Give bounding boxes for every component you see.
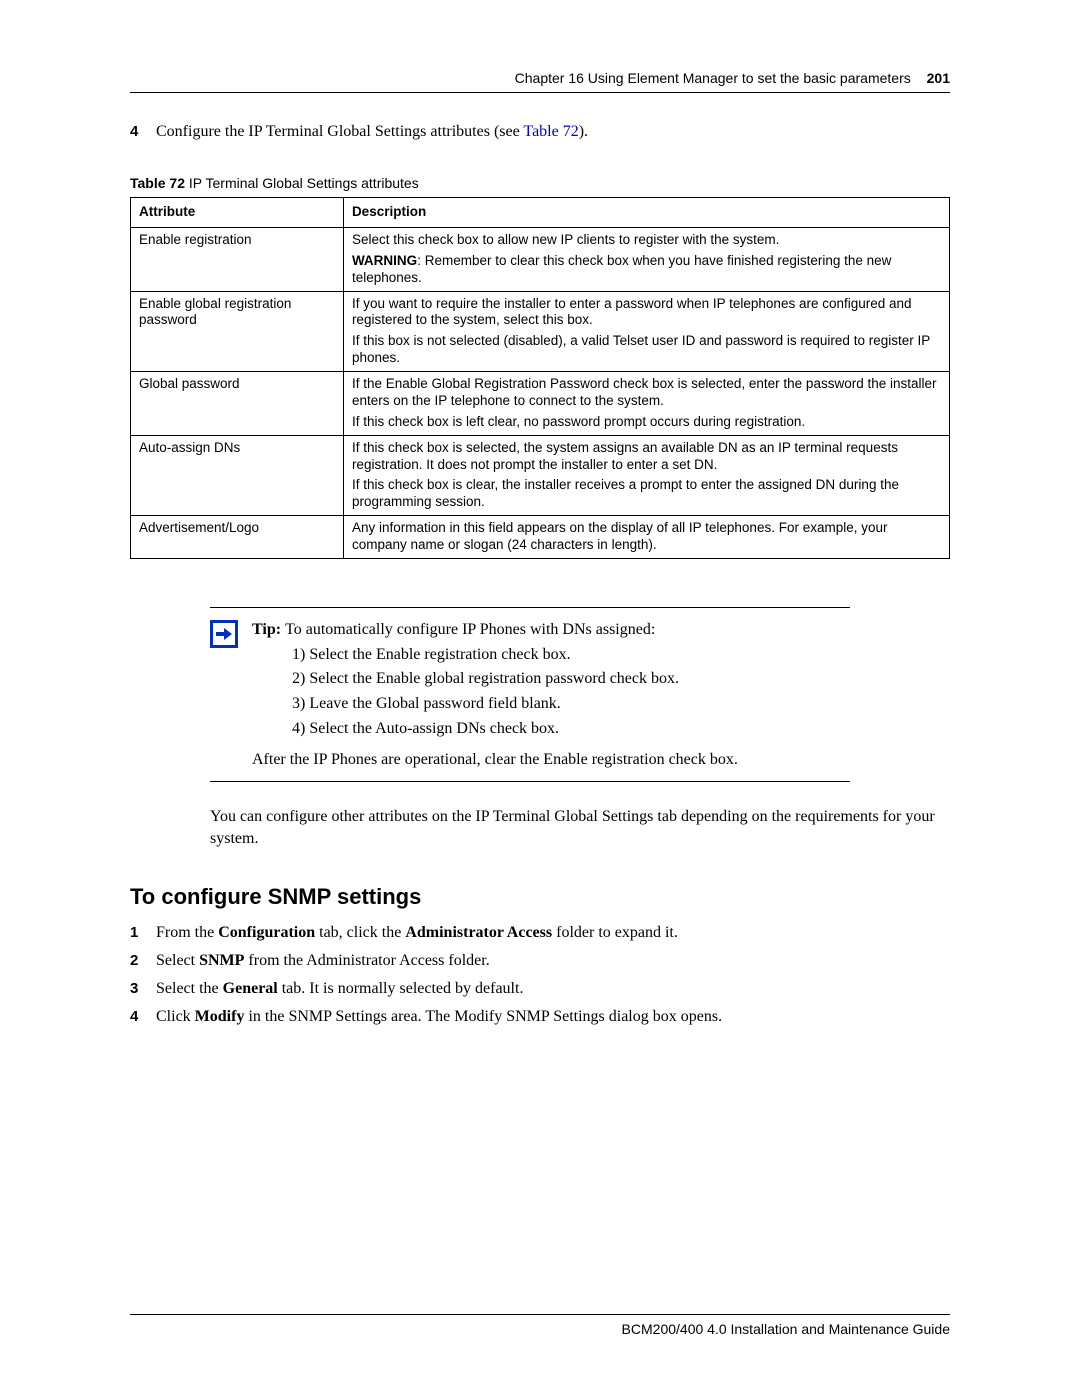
- step-text-suffix: ).: [579, 123, 588, 140]
- snmp-step: 4Click Modify in the SNMP Settings area.…: [130, 1008, 950, 1026]
- step-text: Configure the IP Terminal Global Setting…: [156, 123, 950, 141]
- cell-attribute: Global password: [131, 372, 344, 436]
- table-caption: Table 72 IP Terminal Global Settings att…: [130, 175, 950, 191]
- tip-text: Tip: To automatically configure IP Phone…: [252, 618, 738, 773]
- tip-step: 4) Select the Auto-assign DNs check box.: [252, 717, 738, 742]
- tip-box: Tip: To automatically configure IP Phone…: [210, 607, 850, 782]
- table-caption-rest: IP Terminal Global Settings attributes: [185, 175, 419, 191]
- cell-description: If the Enable Global Registration Passwo…: [343, 372, 949, 436]
- attributes-table: Attribute Description Enable registratio…: [130, 197, 950, 559]
- cell-description: If you want to require the installer to …: [343, 291, 949, 372]
- arrow-right-icon: [210, 620, 238, 648]
- step-text: Select SNMP from the Administrator Acces…: [156, 952, 950, 970]
- step-text: From the Configuration tab, click the Ad…: [156, 924, 950, 942]
- table-row: Global passwordIf the Enable Global Regi…: [131, 372, 950, 436]
- intro-step: 4 Configure the IP Terminal Global Setti…: [130, 123, 950, 141]
- tip-step: 1) Select the Enable registration check …: [252, 643, 738, 668]
- step-number: 4: [130, 123, 156, 141]
- step-text-prefix: Configure the IP Terminal Global Setting…: [156, 123, 523, 140]
- table-row: Enable global registration passwordIf yo…: [131, 291, 950, 372]
- step-number: 3: [130, 980, 156, 998]
- tip-step: 3) Leave the Global password field blank…: [252, 692, 738, 717]
- header-description: Description: [343, 198, 949, 228]
- cell-attribute: Enable registration: [131, 227, 344, 291]
- cell-description: Any information in this field appears on…: [343, 516, 949, 559]
- table-row: Advertisement/LogoAny information in thi…: [131, 516, 950, 559]
- footer-text: BCM200/400 4.0 Installation and Maintena…: [622, 1321, 950, 1337]
- step-text: Select the General tab. It is normally s…: [156, 980, 950, 998]
- body-paragraph: You can configure other attributes on th…: [210, 806, 950, 851]
- cell-attribute: Advertisement/Logo: [131, 516, 344, 559]
- step-number: 4: [130, 1008, 156, 1026]
- table-row: Enable registrationSelect this check box…: [131, 227, 950, 291]
- cell-description: If this check box is selected, the syste…: [343, 435, 949, 516]
- section-heading: To configure SNMP settings: [130, 884, 950, 910]
- header-attribute: Attribute: [131, 198, 344, 228]
- page-header: Chapter 16 Using Element Manager to set …: [130, 70, 950, 93]
- step-number: 2: [130, 952, 156, 970]
- chapter-title: Chapter 16 Using Element Manager to set …: [515, 70, 911, 86]
- table-link[interactable]: Table 72: [523, 123, 578, 140]
- step-number: 1: [130, 924, 156, 942]
- snmp-steps: 1From the Configuration tab, click the A…: [130, 924, 950, 1026]
- table-header-row: Attribute Description: [131, 198, 950, 228]
- snmp-step: 1From the Configuration tab, click the A…: [130, 924, 950, 942]
- tip-bottom-rule: [210, 781, 850, 782]
- cell-description: Select this check box to allow new IP cl…: [343, 227, 949, 291]
- cell-attribute: Auto-assign DNs: [131, 435, 344, 516]
- cell-attribute: Enable global registration password: [131, 291, 344, 372]
- snmp-step: 3Select the General tab. It is normally …: [130, 980, 950, 998]
- table-row: Auto-assign DNsIf this check box is sele…: [131, 435, 950, 516]
- step-text: Click Modify in the SNMP Settings area. …: [156, 1008, 950, 1026]
- tip-label: Tip:: [252, 621, 285, 638]
- page-footer: BCM200/400 4.0 Installation and Maintena…: [130, 1314, 950, 1337]
- snmp-step: 2Select SNMP from the Administrator Acce…: [130, 952, 950, 970]
- tip-after: After the IP Phones are operational, cle…: [252, 748, 738, 773]
- tip-lead: To automatically configure IP Phones wit…: [285, 621, 655, 638]
- page-number: 201: [927, 70, 950, 86]
- tip-step: 2) Select the Enable global registration…: [252, 667, 738, 692]
- page: Chapter 16 Using Element Manager to set …: [0, 0, 1080, 1397]
- table-caption-bold: Table 72: [130, 175, 185, 191]
